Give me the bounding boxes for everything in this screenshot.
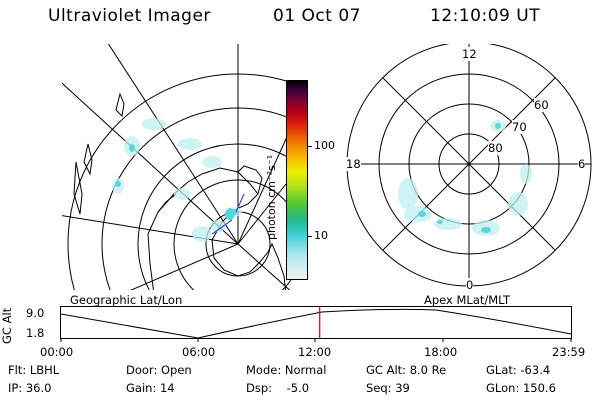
- mlt-label-6: 6: [578, 157, 586, 171]
- apex-caption: Apex MLat/MLT: [424, 293, 511, 307]
- filter-status: Flt: LBHL: [8, 363, 60, 377]
- time-tick-0600: 06:00: [182, 345, 216, 359]
- gain-status: Gain: 14: [126, 381, 175, 395]
- geographic-caption: Geographic Lat/Lon: [70, 293, 183, 307]
- seq-status: Seq: 39: [366, 381, 410, 395]
- colorbar-unit: photon cm⁻²s⁻¹: [265, 154, 278, 240]
- gc-alt-axis-title: GC Alt: [0, 307, 14, 344]
- mlt-label-12: 12: [462, 47, 477, 61]
- mlt-label-18: 18: [346, 157, 361, 171]
- mlat-label-70: 70: [512, 120, 527, 134]
- date-label: 01 Oct 07: [273, 6, 361, 26]
- apex-polar-plot: [346, 44, 592, 287]
- mode-status: Mode: Normal: [246, 363, 327, 377]
- ip-status: IP: 36.0: [8, 381, 52, 395]
- time-label: 12:10:09 UT: [430, 6, 541, 26]
- glat-status: GLat: -63.4: [486, 363, 551, 377]
- gc-alt-tick-1-8: 1.8: [26, 326, 45, 340]
- time-tick-2359: 23:59: [552, 345, 586, 359]
- door-status: Door: Open: [126, 363, 192, 377]
- glon-status: GLon: 150.6: [486, 381, 556, 395]
- geographic-map: [62, 44, 292, 290]
- mlat-label-60: 60: [534, 98, 549, 112]
- colorbar: [286, 80, 308, 280]
- colorbar-label-10: 10: [314, 229, 328, 242]
- altitude-timeline: [60, 306, 572, 342]
- mlt-label-0: 0: [466, 278, 474, 292]
- colorbar-tick-100: [307, 146, 312, 147]
- time-tick-0000: 00:00: [40, 345, 74, 359]
- mlat-label-80: 80: [488, 141, 503, 155]
- instrument-title: Ultraviolet Imager: [48, 6, 211, 26]
- time-tick-1200: 12:00: [298, 345, 332, 359]
- gc-alt-status: GC Alt: 8.0 Re: [366, 363, 447, 377]
- colorbar-tick-10: [307, 236, 312, 237]
- time-tick-1800: 18:00: [424, 345, 458, 359]
- gc-alt-tick-9: 9.0: [26, 306, 45, 320]
- dsp-status: Dsp: -5.0: [246, 381, 310, 395]
- colorbar-label-100: 100: [314, 139, 335, 152]
